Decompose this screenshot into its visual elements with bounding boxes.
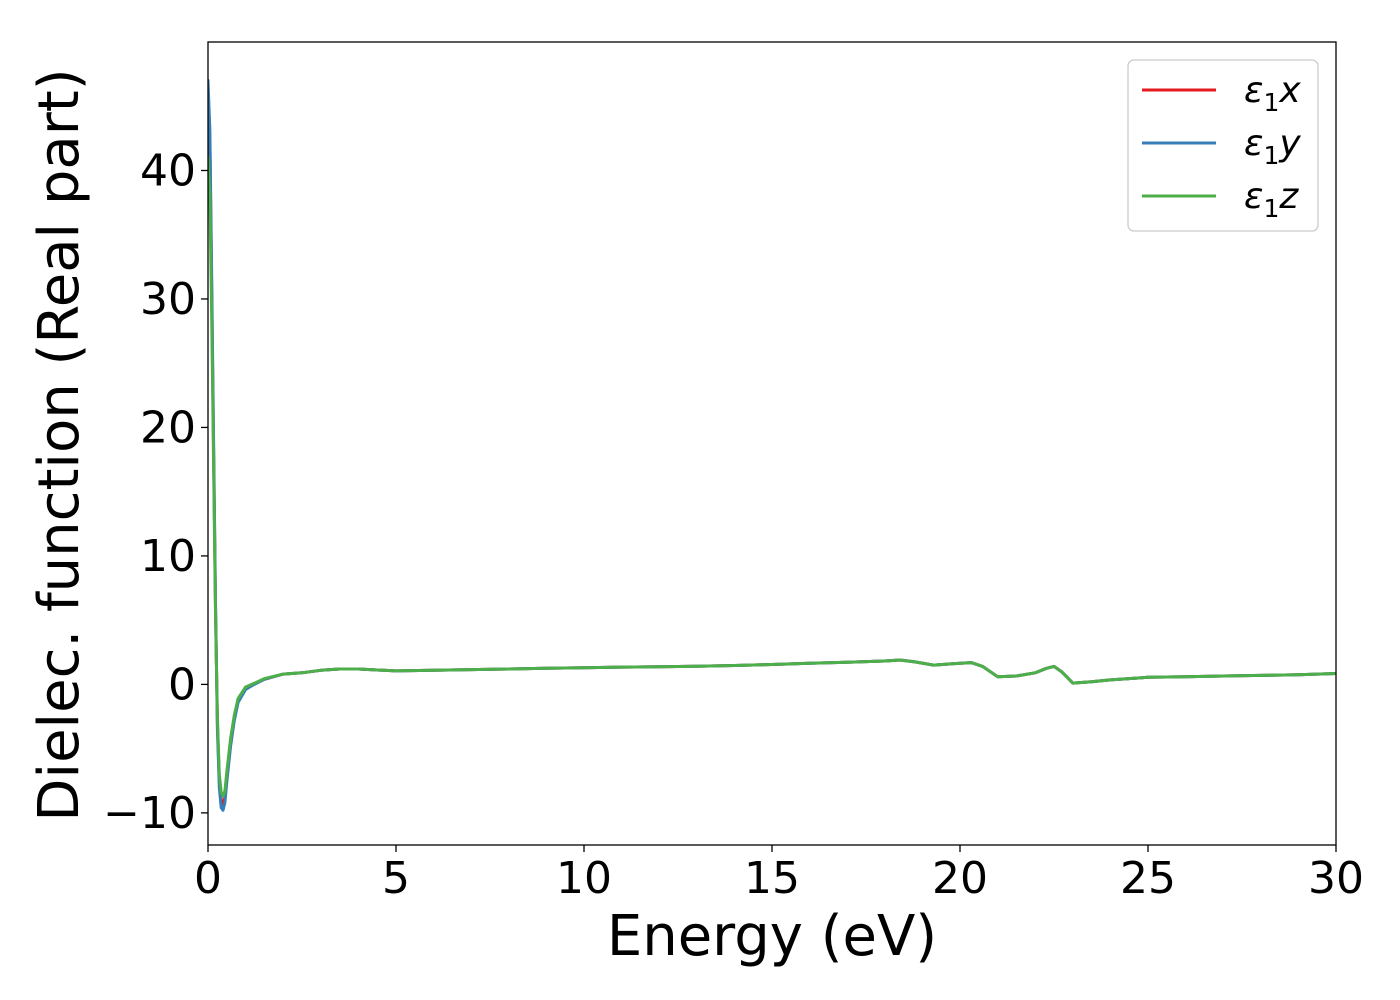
x-tick-label: 15 [744, 853, 800, 904]
y-tick-label: 10 [140, 531, 196, 582]
x-tick-label: 5 [382, 853, 410, 904]
x-axis: 0 5 10 15 20 25 30 [194, 845, 1364, 904]
x-tick-label: 10 [556, 853, 612, 904]
x-axis-label: Energy (eV) [607, 904, 937, 969]
y-tick-label: 40 [140, 145, 196, 196]
y-axis-label: Dielec. function (Real part) [27, 68, 92, 821]
x-tick-label: 20 [932, 853, 988, 904]
legend: ε1x ε1y ε1z [1127, 59, 1319, 232]
legend-box [1127, 59, 1319, 232]
series-layer [208, 79, 1336, 812]
y-tick-label: −10 [103, 788, 196, 839]
y-tick-label: 20 [140, 402, 196, 453]
x-tick-label: 0 [194, 853, 222, 904]
x-tick-label: 30 [1308, 853, 1364, 904]
legend-label-y: ε1y [1244, 123, 1301, 170]
series-line-z [208, 156, 1336, 798]
x-tick-label: 25 [1120, 853, 1176, 904]
y-tick-label: 30 [140, 274, 196, 325]
legend-label-x: ε1x [1244, 70, 1301, 117]
y-axis: −10 0 10 20 30 40 [103, 145, 208, 839]
legend-label-z: ε1z [1244, 176, 1299, 223]
y-tick-label: 0 [168, 659, 196, 710]
